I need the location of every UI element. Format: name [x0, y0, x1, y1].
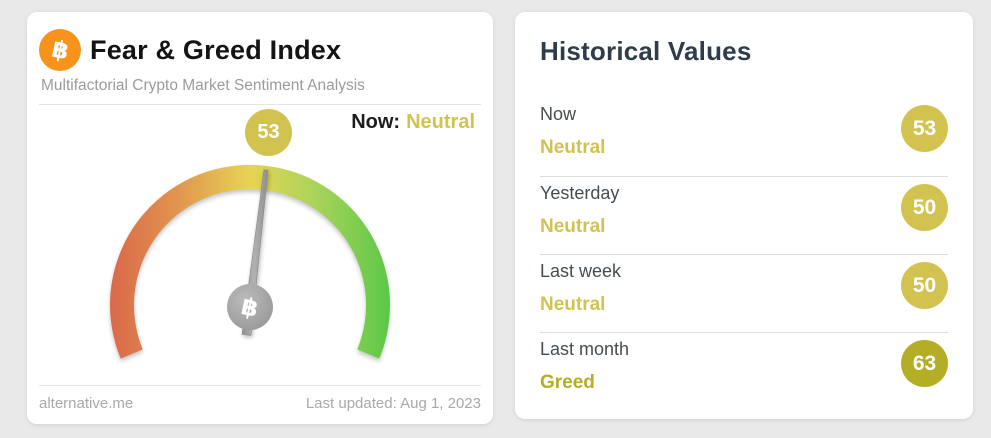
historical-values-title: Historical Values [540, 36, 752, 66]
row-value-badge: 63 [901, 340, 948, 387]
row-value-badge: 53 [901, 105, 948, 152]
bitcoin-icon: ฿ [39, 29, 81, 71]
fear-greed-header: ฿ Fear & Greed Index [39, 28, 481, 72]
gauge-arc [109, 164, 390, 359]
now-label: Now: [351, 111, 401, 133]
history-row-now: Now Neutral 53 [540, 98, 948, 176]
historical-values-card: Historical Values Now Neutral 53 Yesterd… [515, 12, 973, 419]
bitcoin-glyph: ฿ [49, 35, 71, 65]
history-row-last-month: Last month Greed 63 [540, 332, 948, 410]
history-row-yesterday: Yesterday Neutral 50 [540, 176, 948, 254]
last-updated-text: Last updated: Aug 1, 2023 [305, 395, 481, 412]
current-sentiment-line: Now: Neutral [351, 111, 475, 134]
row-period-label: Last month [540, 339, 630, 359]
fear-greed-card: ฿ Fear & Greed Index Multifactorial Cryp… [27, 12, 493, 424]
row-sentiment: Neutral [540, 294, 606, 315]
row-sentiment: Neutral [540, 137, 606, 158]
now-sentiment-value: Neutral [406, 111, 475, 133]
card-subtitle: Multifactorial Crypto Market Sentiment A… [41, 77, 365, 94]
footer-divider [39, 385, 481, 386]
row-period-label: Yesterday [540, 183, 620, 203]
historical-rows: Now Neutral 53 Yesterday Neutral 50 Last… [540, 98, 948, 410]
gauge-value-badge: 53 [245, 109, 292, 156]
gauge-chart: ฿ [109, 164, 390, 359]
row-period-label: Last week [540, 261, 622, 281]
card-footer: alternative.me Last updated: Aug 1, 2023 [39, 395, 481, 412]
row-period-label: Now [540, 104, 577, 124]
card-title: Fear & Greed Index [90, 34, 342, 65]
source-link[interactable]: alternative.me [39, 395, 134, 412]
needle-hub [227, 284, 273, 330]
header-divider [39, 104, 481, 105]
row-value-badge: 50 [901, 184, 948, 231]
history-row-last-week: Last week Neutral 50 [540, 254, 948, 332]
row-sentiment: Neutral [540, 216, 606, 237]
hub-bitcoin-glyph: ฿ [239, 293, 261, 323]
row-value-badge: 50 [901, 262, 948, 309]
row-sentiment: Greed [540, 372, 595, 393]
